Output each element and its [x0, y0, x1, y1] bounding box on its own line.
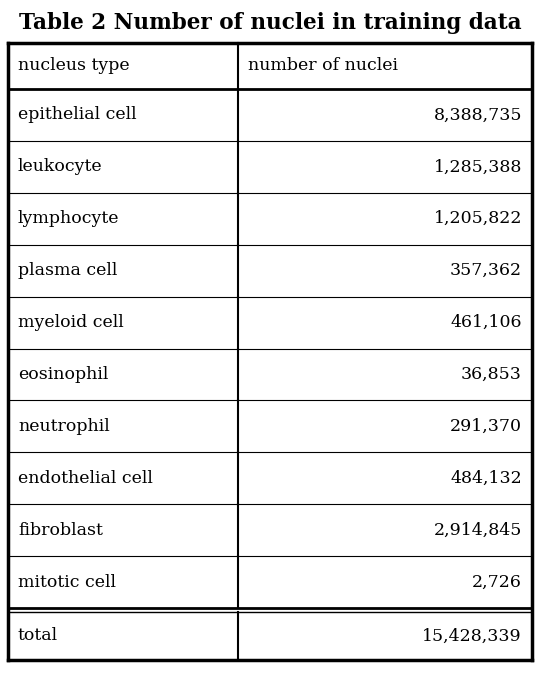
Text: 2,914,845: 2,914,845: [434, 521, 522, 539]
Text: neutrophil: neutrophil: [18, 418, 110, 435]
Text: 2,726: 2,726: [472, 574, 522, 591]
Text: mitotic cell: mitotic cell: [18, 574, 116, 591]
Text: nucleus type: nucleus type: [18, 57, 130, 75]
Text: myeloid cell: myeloid cell: [18, 314, 124, 331]
Text: leukocyte: leukocyte: [18, 158, 103, 175]
Text: eosinophil: eosinophil: [18, 366, 109, 383]
Text: 357,362: 357,362: [450, 262, 522, 279]
Text: 291,370: 291,370: [450, 418, 522, 435]
Text: total: total: [18, 628, 58, 644]
Text: number of nuclei: number of nuclei: [248, 57, 397, 75]
Text: 1,205,822: 1,205,822: [434, 210, 522, 228]
Text: 484,132: 484,132: [450, 470, 522, 487]
Text: 461,106: 461,106: [450, 314, 522, 331]
Text: endothelial cell: endothelial cell: [18, 470, 153, 487]
Text: epithelial cell: epithelial cell: [18, 107, 137, 124]
Text: 1,285,388: 1,285,388: [434, 158, 522, 175]
Text: plasma cell: plasma cell: [18, 262, 117, 279]
Text: Table 2 Number of nuclei in training data: Table 2 Number of nuclei in training dat…: [19, 12, 521, 34]
Text: 8,388,735: 8,388,735: [434, 107, 522, 124]
Text: 15,428,339: 15,428,339: [422, 628, 522, 644]
Text: 36,853: 36,853: [461, 366, 522, 383]
Text: fibroblast: fibroblast: [18, 521, 103, 539]
Text: lymphocyte: lymphocyte: [18, 210, 119, 228]
